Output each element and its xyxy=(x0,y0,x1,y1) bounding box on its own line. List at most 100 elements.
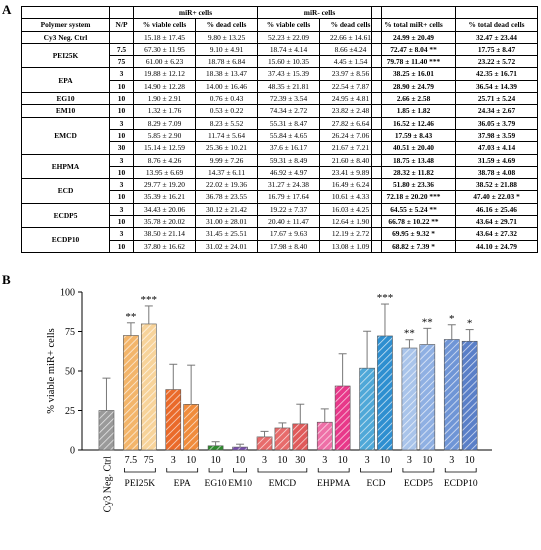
value-cell: 37.80 ± 16.62 xyxy=(133,239,196,253)
value-cell: 18.74 ± 4.14 xyxy=(257,42,320,57)
value-cell: 16.79 ± 17.64 xyxy=(257,190,320,204)
significance-label: * xyxy=(449,313,455,325)
table-row: 28.32 ± 11.82 38.78 ± 4.08 xyxy=(371,165,538,180)
group-bracket xyxy=(444,468,477,473)
value-cell: 52.23 ± 22.09 xyxy=(257,30,320,44)
y-tick-label: 25 xyxy=(65,406,75,417)
polymer-system-cell: EMCD xyxy=(21,116,110,155)
value-cell: 17.67 ± 9.63 xyxy=(257,227,320,241)
group-label: Cy3 Neg. Ctrl xyxy=(102,456,113,513)
value-cell: 18.38 ± 13.47 xyxy=(195,67,258,81)
significance-label: ** xyxy=(404,328,415,340)
table-row: 17.59 ± 8.43 37.98 ± 3.59 xyxy=(371,128,538,143)
np-cell: 3 xyxy=(109,153,134,167)
table-row: 72.47 ± 8.04 ** 17.75 ± 8.47 xyxy=(371,42,538,57)
total-dead-cell: 46.16 ± 25.46 xyxy=(455,202,538,217)
table-row: 16.52 ± 12.46 36.05 ± 3.79 xyxy=(371,116,538,130)
np-cell: 3 xyxy=(109,116,134,130)
bar xyxy=(461,340,478,451)
bar xyxy=(443,339,460,451)
group-bracket xyxy=(166,468,199,473)
value-cell: 37.6 ± 16.17 xyxy=(257,141,320,155)
value-cell: 34.43 ± 20.06 xyxy=(133,202,196,217)
x-tick-label: 3 xyxy=(322,455,327,466)
total-dead-cell: 38.78 ± 4.08 xyxy=(455,165,538,180)
bar xyxy=(316,421,333,451)
bar xyxy=(419,344,436,451)
value-cell: 8.76 ± 4.26 xyxy=(133,153,196,167)
x-tick-label: 10 xyxy=(465,455,475,466)
np-cell: 10 xyxy=(109,79,134,94)
y-tick-label: 0 xyxy=(70,446,75,457)
y-axis-label: % viable miR+ cells xyxy=(46,328,57,414)
y-tick-label: 50 xyxy=(65,367,75,378)
np-cell: 3 xyxy=(109,178,134,192)
total-dead-cell: 43.64 ± 27.32 xyxy=(455,227,538,241)
value-cell: 35.78 ± 20.02 xyxy=(133,215,196,229)
np-cell: 10 xyxy=(109,165,134,180)
x-tick-label: 10 xyxy=(235,455,245,466)
value-cell: 1.90 ± 2.91 xyxy=(133,92,196,106)
table-row: PEI25K 7.5 67.30 ± 11.95 9.10 ± 4.91 18.74 ±… xyxy=(21,42,382,69)
value-cell: 61.00 ± 6.23 xyxy=(133,55,196,69)
group-label: EMCD xyxy=(269,479,297,489)
table-row: 64.55 ± 5.24 ** 46.16 ± 25.46 xyxy=(371,202,538,217)
table-row: 10 37.80 ± 16.62 31.02 ± 24.01 17.98 ± 8.40… xyxy=(22,239,382,253)
header-viable: % viable cells xyxy=(133,18,196,32)
group-bracket xyxy=(257,468,308,473)
total-mir-plus-cell: 51.80 ± 23.36 xyxy=(371,178,456,192)
group-bracket xyxy=(317,468,350,473)
group-bracket xyxy=(402,468,435,473)
value-cell: 8.66 ±4.24 xyxy=(319,42,382,57)
value-cell: 55.31 ± 8.47 xyxy=(257,116,320,130)
group-label: ECD xyxy=(367,479,386,489)
bar xyxy=(377,335,393,451)
total-mir-plus-cell: 68.82 ± 7.39 * xyxy=(371,239,456,253)
value-cell: 26.24 ± 7.06 xyxy=(319,128,382,143)
value-cell: 15.60 ± 10.35 xyxy=(257,55,320,69)
table-row: 10 5.85 ± 2.90 11.74 ± 5.64 55.84 ± 4.65 26.… xyxy=(22,128,382,143)
value-cell: 19.88 ± 12.12 xyxy=(133,67,196,81)
data-table-totals: % total miR+ cells% total dead cells 24.9… xyxy=(371,6,538,253)
x-tick-label: 3 xyxy=(365,455,370,466)
header-total-dead: % total dead cells xyxy=(455,18,538,32)
table-row: 24.99 ± 20.49 32.47 ± 23.44 xyxy=(371,30,538,44)
value-cell: 11.74 ± 5.64 xyxy=(195,128,258,143)
total-mir-plus-cell: 64.55 ± 5.24 ** xyxy=(371,202,456,217)
total-mir-plus-cell: 69.95 ± 9.32 * xyxy=(371,227,456,241)
bar xyxy=(292,423,309,451)
value-cell: 14.37 ± 6.11 xyxy=(195,165,258,180)
value-cell: 74.34 ± 2.72 xyxy=(257,104,320,118)
value-cell: 19.22 ± 7.37 xyxy=(257,202,320,217)
total-mir-plus-cell: 18.75 ± 13.48 xyxy=(371,153,456,167)
np-cell: 10 xyxy=(109,215,134,229)
value-cell: 37.43 ± 15.39 xyxy=(257,67,320,81)
polymer-system-cell: ECDP5 xyxy=(21,202,110,229)
table-row: EM10 10 1.32 ± 1.76 0.53 ± 0.22 74.34 ± 2.72… xyxy=(21,104,382,118)
group-label: EM10 xyxy=(228,479,252,489)
value-cell: 31.45 ± 25.51 xyxy=(195,227,258,241)
bar xyxy=(98,410,115,451)
x-tick-label: 7.5 xyxy=(125,455,138,466)
table-row: 40.51 ± 20.40 47.03 ± 4.14 xyxy=(371,141,538,155)
table-row: 10 13.95 ± 6.69 14.37 ± 6.11 46.92 ± 4.97 23… xyxy=(22,165,382,180)
x-tick-label: 3 xyxy=(171,455,176,466)
value-cell: 29.77 ± 19.20 xyxy=(133,178,196,192)
value-cell: 35.39 ± 16.21 xyxy=(133,190,196,204)
panel-a-label: A xyxy=(2,2,12,17)
np-cell xyxy=(109,30,134,44)
total-dead-cell: 25.71 ± 5.24 xyxy=(455,92,538,106)
x-tick-label: 10 xyxy=(338,455,348,466)
bar xyxy=(334,385,351,451)
polymer-system-cell: Cy3 Neg. Ctrl xyxy=(21,30,110,44)
group-label: ECDP5 xyxy=(404,479,433,489)
total-dead-cell: 37.98 ± 3.59 xyxy=(455,128,538,143)
bar xyxy=(183,404,199,451)
value-cell: 38.50 ± 21.14 xyxy=(133,227,196,241)
significance-label: * xyxy=(467,318,473,330)
value-cell: 0.76 ± 0.43 xyxy=(195,92,258,106)
table-row: 30 15.14 ± 12.59 25.36 ± 10.21 37.6 ± 16.17… xyxy=(22,141,382,155)
np-cell: 10 xyxy=(109,92,134,106)
polymer-system-cell: ECD xyxy=(21,178,110,204)
